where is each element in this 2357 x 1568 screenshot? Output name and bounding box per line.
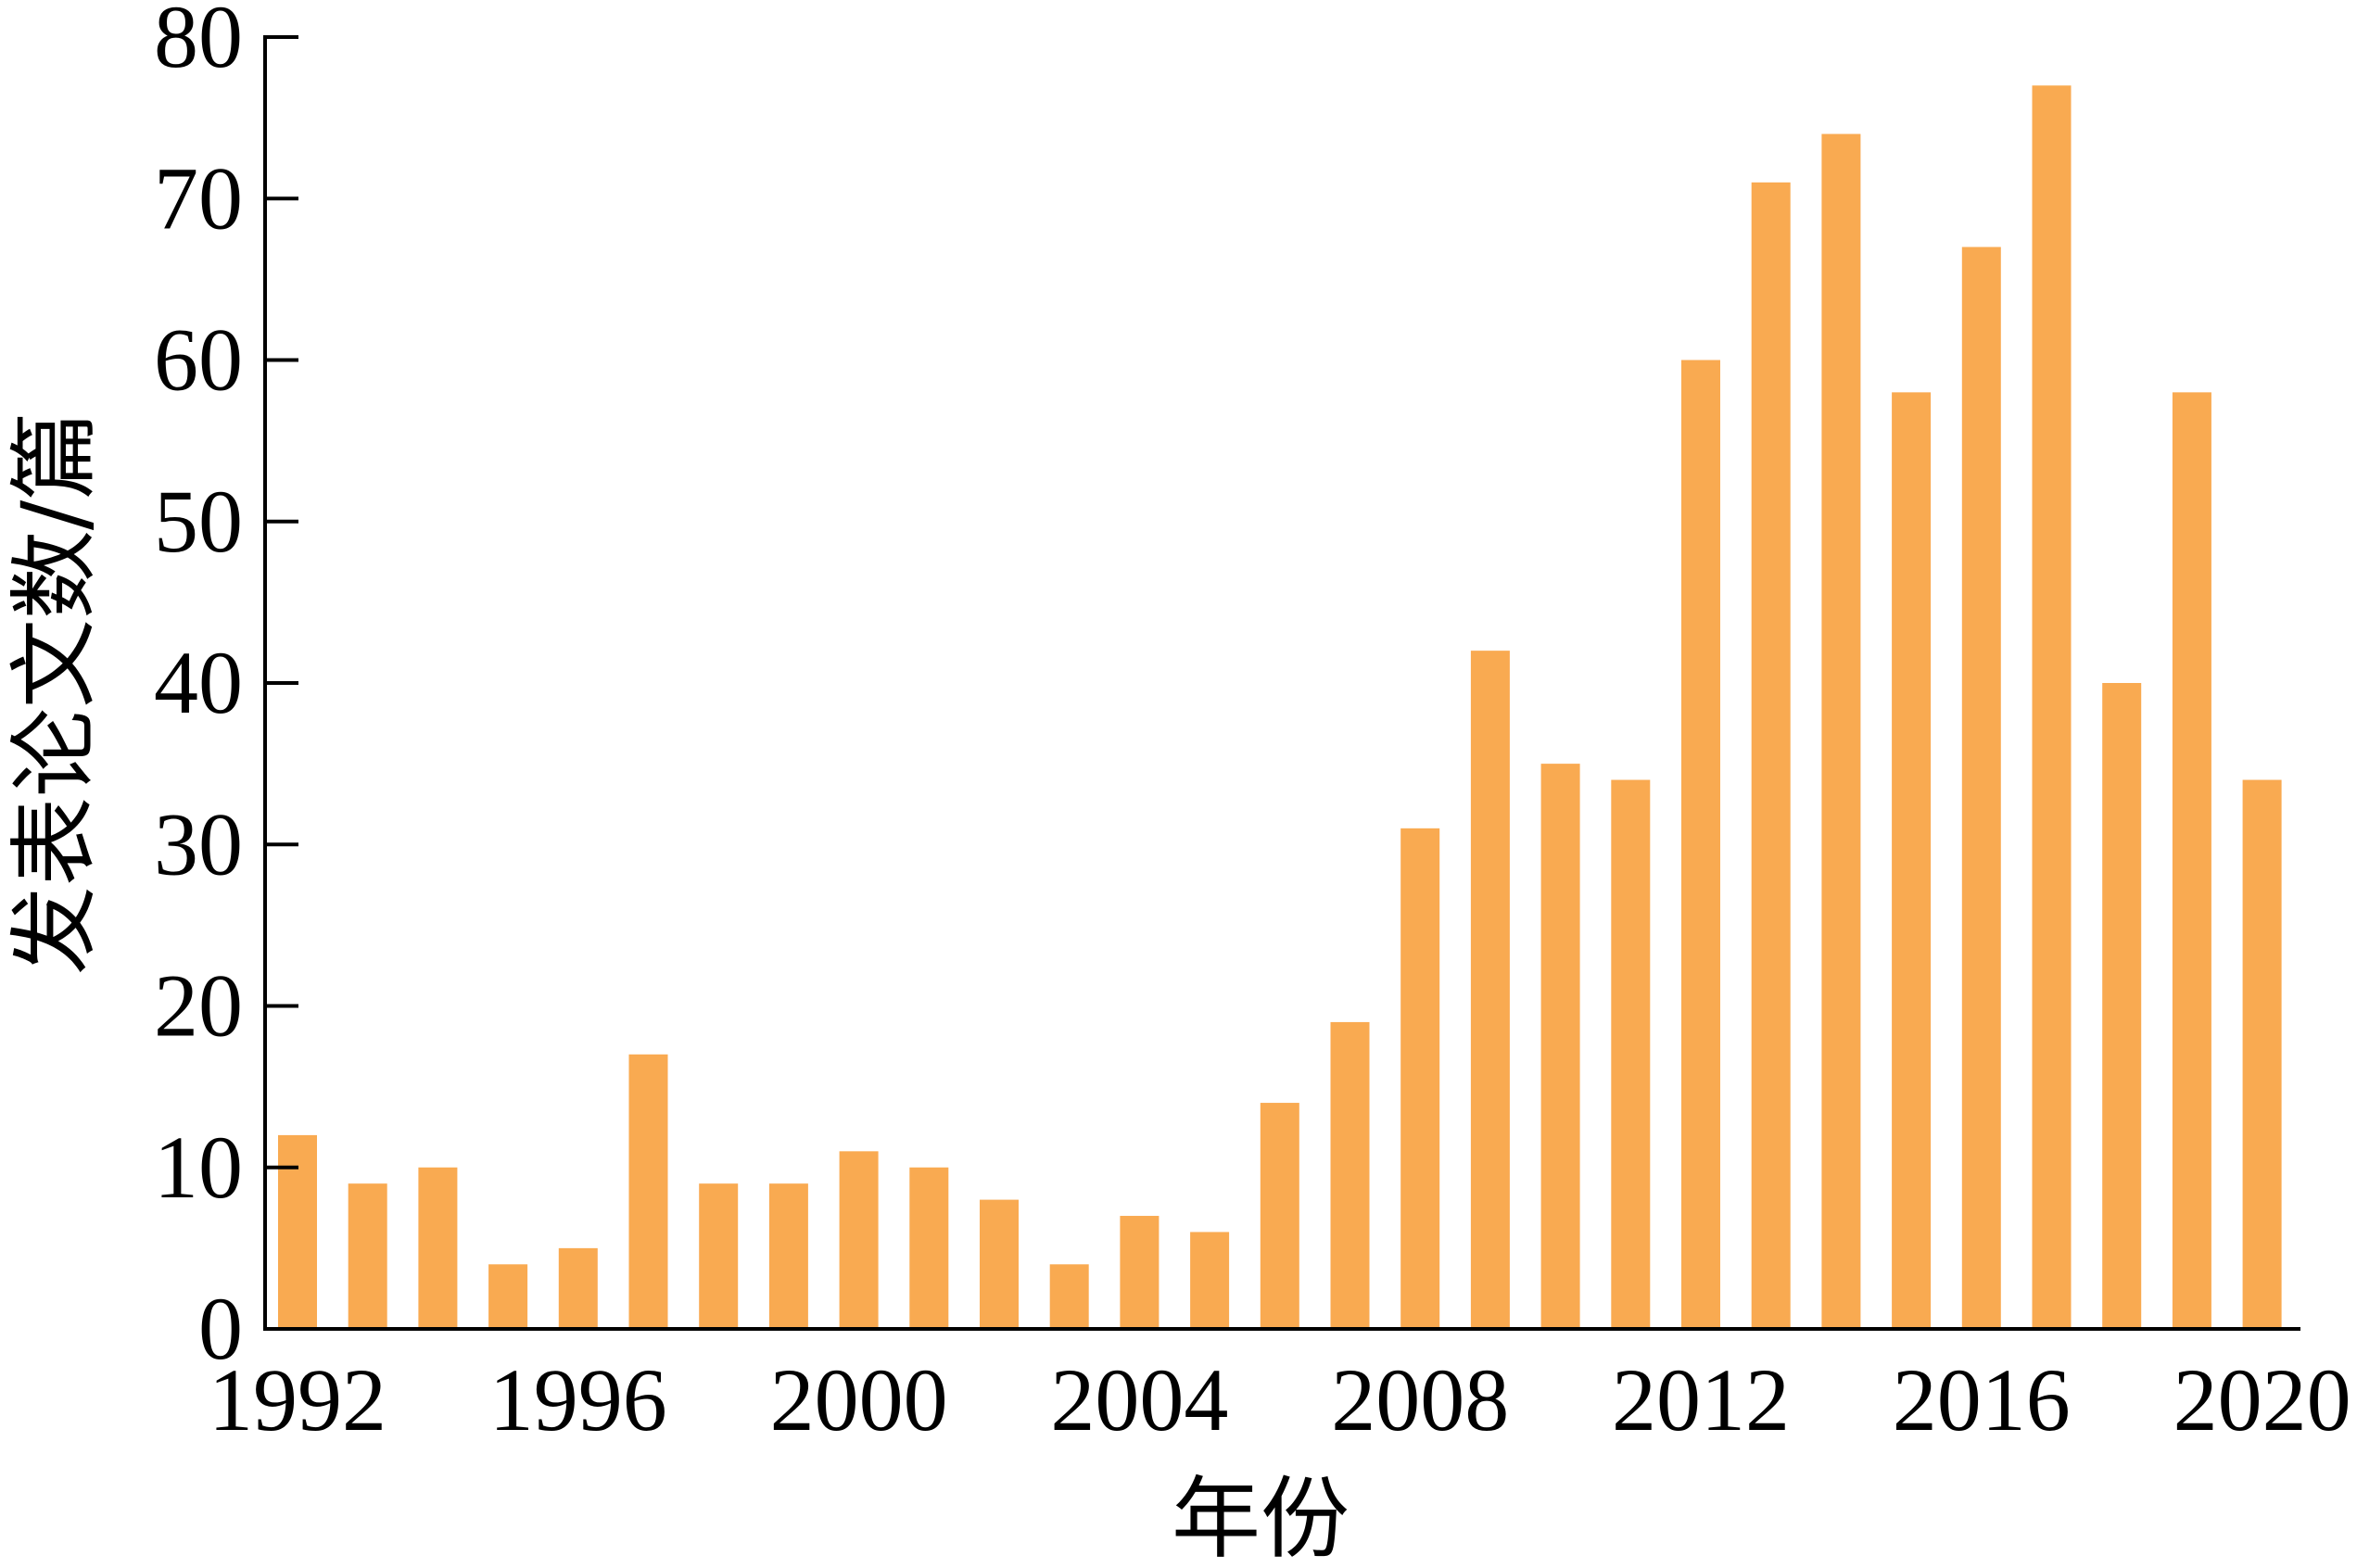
x-tick-label: 2016	[1893, 1350, 2071, 1449]
x-tick-label: 2000	[770, 1350, 948, 1449]
bar-2005	[1190, 1232, 1230, 1329]
bar-1995	[488, 1264, 528, 1329]
y-axis-title: 发表论文数/篇	[3, 411, 107, 975]
bar-2011	[1611, 779, 1651, 1329]
bar-2010	[1540, 764, 1580, 1329]
bar-1993	[348, 1183, 387, 1329]
bar-2006	[1260, 1103, 1299, 1329]
bar-1998	[699, 1183, 739, 1329]
bar-2008	[1400, 828, 1440, 1329]
bar-1996	[558, 1247, 598, 1329]
x-tick-label: 2008	[1331, 1350, 1509, 1449]
y-tick-label: 70	[154, 148, 243, 247]
bar-2004	[1120, 1216, 1159, 1329]
bar-2014	[1821, 133, 1861, 1329]
bars-group	[278, 85, 2282, 1330]
bar-2000	[839, 1151, 879, 1329]
x-tick-label: 2004	[1050, 1350, 1228, 1449]
bar-1997	[628, 1054, 668, 1329]
bar-2007	[1330, 1021, 1370, 1329]
bar-1992	[278, 1134, 317, 1329]
bar-2020	[2242, 779, 2282, 1329]
y-tick-label: 50	[154, 472, 243, 571]
bar-2012	[1681, 360, 1720, 1329]
bar-2003	[1049, 1264, 1089, 1329]
bar-2013	[1751, 182, 1791, 1330]
bar-2017	[2032, 85, 2072, 1329]
y-tick-label: 10	[154, 1118, 243, 1217]
bar-1994	[418, 1167, 458, 1329]
bar-2019	[2172, 392, 2211, 1330]
x-tick-label: 2020	[2173, 1350, 2351, 1449]
y-tick-label: 0	[198, 1279, 243, 1378]
x-tick-label: 2012	[1612, 1350, 1790, 1449]
y-tick-label: 20	[154, 956, 243, 1056]
y-tick-label: 30	[154, 794, 243, 893]
y-ticks-group: 0 10 20 30 40 50 60 70 80	[154, 0, 298, 1378]
y-tick-label: 60	[154, 310, 243, 410]
x-tick-label: 1992	[209, 1350, 386, 1449]
bar-1999	[768, 1183, 808, 1329]
x-axis-title: 年份	[1172, 1467, 1350, 1568]
y-tick-label: 40	[154, 633, 243, 732]
y-tick-label: 80	[154, 0, 243, 86]
bar-2001	[909, 1167, 949, 1329]
bar-2015	[1892, 392, 1932, 1330]
x-tick-label: 1996	[489, 1350, 667, 1449]
x-ticks-group: 1992 1996 2000 2004 2008 2012 2016 2020	[209, 1350, 2351, 1449]
bar-2002	[980, 1199, 1019, 1329]
bar-2016	[1961, 247, 2001, 1329]
bar-2018	[2102, 683, 2142, 1329]
bar-2009	[1470, 651, 1510, 1329]
